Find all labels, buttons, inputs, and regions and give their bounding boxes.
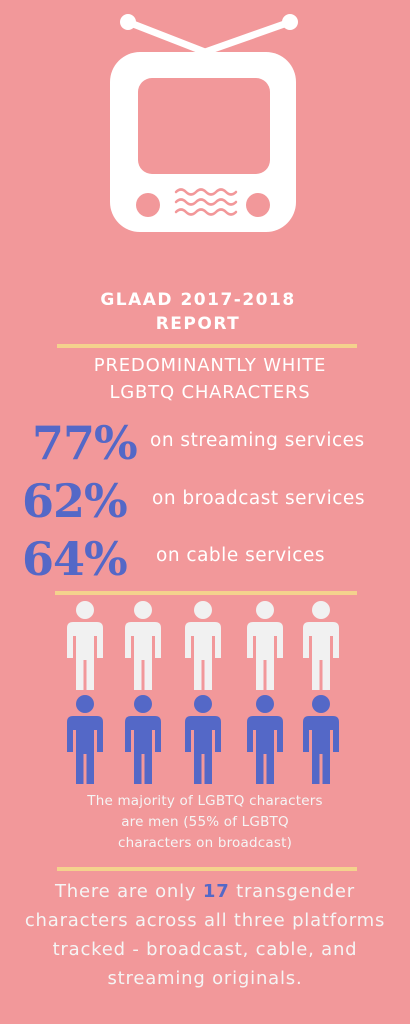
person-icon xyxy=(67,601,103,690)
person-icon xyxy=(125,601,161,690)
divider-bottom xyxy=(57,867,357,871)
report-title-line1: GLAAD 2017-2018 xyxy=(100,290,296,310)
trans-text-after: transgender characters across all three … xyxy=(24,881,386,989)
note-line1: The majority of LGBTQ characters xyxy=(87,793,323,809)
people-icon-grid xyxy=(67,601,339,784)
person-icon xyxy=(125,695,161,784)
stat-cable-label: on cable services xyxy=(156,545,325,566)
divider-top xyxy=(57,344,357,348)
person-icon xyxy=(247,695,283,784)
tv-icon xyxy=(110,14,298,232)
stat-broadcast-value: 62% xyxy=(22,474,128,528)
majority-men-note: The majority of LGBTQ characters are men… xyxy=(60,791,350,854)
section-subtitle-line2: LGBTQ CHARACTERS xyxy=(109,382,311,403)
report-title-line2: REPORT xyxy=(155,314,241,334)
trans-count: 17 xyxy=(202,881,230,902)
note-line3: characters on broadcast) xyxy=(117,835,293,851)
transgender-statement: There are only 17 transgender characters… xyxy=(20,877,390,993)
section-subtitle-line1: PREDOMINANTLY WHITE xyxy=(93,355,327,376)
stat-cable-value: 64% xyxy=(22,532,128,586)
stat-cable: 64% xyxy=(22,532,128,586)
divider-middle xyxy=(55,591,357,595)
stat-streaming-value: 77% xyxy=(32,416,138,470)
trans-text-before: There are only xyxy=(55,881,197,902)
person-icon xyxy=(247,601,283,690)
person-icon xyxy=(303,601,339,690)
person-icon xyxy=(303,695,339,784)
stat-broadcast-label: on broadcast services xyxy=(152,488,365,509)
person-icon xyxy=(185,601,221,690)
note-line2: are men (55% of LGBTQ xyxy=(121,814,289,830)
stat-streaming-label: on streaming services xyxy=(150,430,365,451)
report-title: GLAAD 2017-2018 REPORT xyxy=(0,288,410,336)
stat-broadcast: 62% xyxy=(22,474,128,528)
section-subtitle: PREDOMINANTLY WHITE LGBTQ CHARACTERS xyxy=(60,352,360,406)
person-icon xyxy=(67,695,103,784)
stat-streaming: 77% xyxy=(32,416,138,470)
person-icon xyxy=(185,695,221,784)
